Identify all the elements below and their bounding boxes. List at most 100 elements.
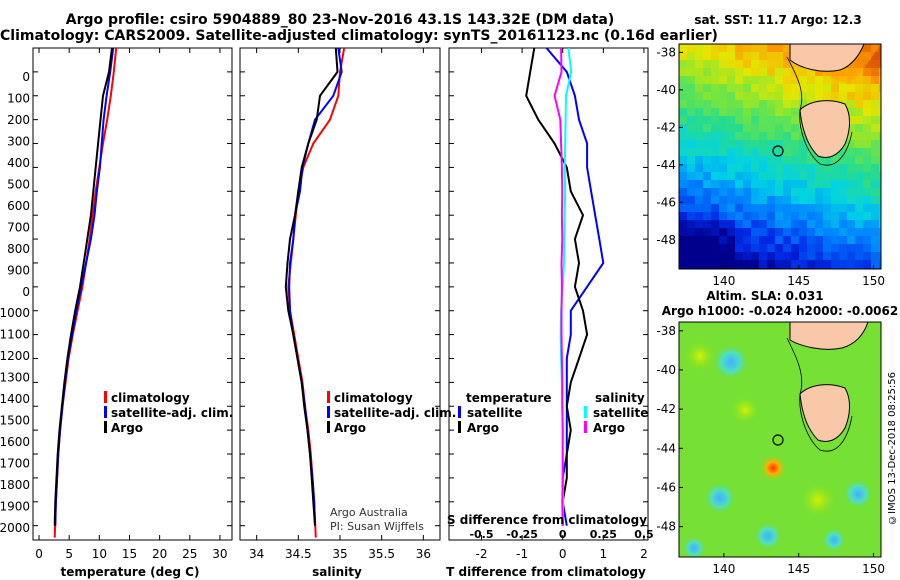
sst-cell [759, 132, 767, 140]
sst-cell [855, 196, 863, 204]
sst-cell [759, 148, 767, 156]
depth-tick-label: 1300 [0, 371, 30, 385]
sst-cell [783, 84, 791, 92]
depth-tick-label: 300 [7, 134, 30, 148]
sst-cell [695, 44, 703, 52]
sst-cell [727, 220, 735, 228]
sst-cell [807, 76, 815, 84]
sst-cell [703, 116, 711, 124]
sst-cell [703, 52, 711, 60]
sst-cell [767, 260, 775, 268]
sst-cell [871, 164, 879, 172]
sst-cell [703, 228, 711, 236]
sst-cell [711, 124, 719, 132]
sst-cell [831, 196, 839, 204]
sst-cell [703, 140, 711, 148]
sst-cell [855, 188, 863, 196]
sst-cell [783, 92, 791, 100]
sst-cell [831, 76, 839, 84]
sla-feature [843, 479, 873, 509]
sst-cell [767, 148, 775, 156]
sst-cell [799, 252, 807, 260]
sst-cell [687, 260, 695, 268]
sst-cell [871, 148, 879, 156]
sst-cell [695, 52, 703, 60]
sst-cell [799, 196, 807, 204]
sst-cell [735, 124, 743, 132]
salinity-axis-ticks: 34 34.5 35 35.5 36 [240, 47, 440, 561]
sst-cell [815, 68, 823, 76]
sst-cell [783, 52, 791, 60]
sst-cell [727, 100, 735, 108]
sst-cell [823, 164, 831, 172]
sst-cell [719, 52, 727, 60]
sst-cell [767, 132, 775, 140]
sst-cell [855, 116, 863, 124]
sla-map-frame [678, 321, 882, 558]
sst-cell [791, 76, 799, 84]
sst-cell [759, 196, 767, 204]
sst-cell [751, 68, 759, 76]
sst-cell [879, 44, 881, 52]
sst-cell [759, 108, 767, 116]
sst-cell [783, 196, 791, 204]
x-tick-label: 1 [600, 547, 608, 561]
sst-cell [791, 188, 799, 196]
sst-cell [735, 148, 743, 156]
sst-cell [847, 140, 855, 148]
sst-cell [751, 228, 759, 236]
sst-cell [703, 68, 711, 76]
sst-cell [791, 220, 799, 228]
sst-cell [879, 132, 881, 140]
sst-cell [823, 236, 831, 244]
salinity-xlabel: salinity [312, 565, 362, 579]
sst-cell [743, 172, 751, 180]
sst-cell [879, 220, 881, 228]
sst-cell [695, 124, 703, 132]
sst-cell [775, 196, 783, 204]
sst-cell [767, 108, 775, 116]
legend-swatch-satellite [327, 406, 330, 418]
sst-cell [751, 124, 759, 132]
sst-cell [695, 76, 703, 84]
sst-cell [711, 244, 719, 252]
sst-cell [679, 204, 687, 212]
sst-cell [839, 204, 847, 212]
sst-cell [743, 92, 751, 100]
map-y-tick-label: -46 [656, 480, 676, 494]
sst-cell [687, 180, 695, 188]
sst-cell [679, 212, 687, 220]
legend-label-sal-satellite: satellite [593, 406, 648, 420]
sst-cell [727, 52, 735, 60]
sst-cell [751, 60, 759, 68]
x-tick-label: 30 [212, 547, 227, 561]
x-tick-label: 20 [152, 547, 167, 561]
sst-cell [719, 172, 727, 180]
sst-cell [767, 172, 775, 180]
sst-cell [751, 116, 759, 124]
sst-cell [807, 212, 815, 220]
sst-cell [711, 164, 719, 172]
sst-cell [791, 84, 799, 92]
sst-cell [759, 212, 767, 220]
sst-cell [863, 156, 871, 164]
sst-cell [863, 164, 871, 172]
sst-cell [871, 124, 879, 132]
sst-cell [791, 204, 799, 212]
sst-cell [727, 180, 735, 188]
sst-cell [711, 140, 719, 148]
sst-cell [831, 180, 839, 188]
sst-cell [783, 124, 791, 132]
sst-cell [783, 252, 791, 260]
sst-cell [687, 140, 695, 148]
sst-cell [815, 204, 823, 212]
sst-cell [767, 60, 775, 68]
sst-cell [823, 76, 831, 84]
sst-cell [863, 116, 871, 124]
sst-cell [847, 252, 855, 260]
sst-cell [767, 212, 775, 220]
map-y-tick-label: -38 [656, 324, 676, 338]
sst-cell [711, 188, 719, 196]
sst-cell [783, 228, 791, 236]
sst-cell [711, 44, 719, 52]
